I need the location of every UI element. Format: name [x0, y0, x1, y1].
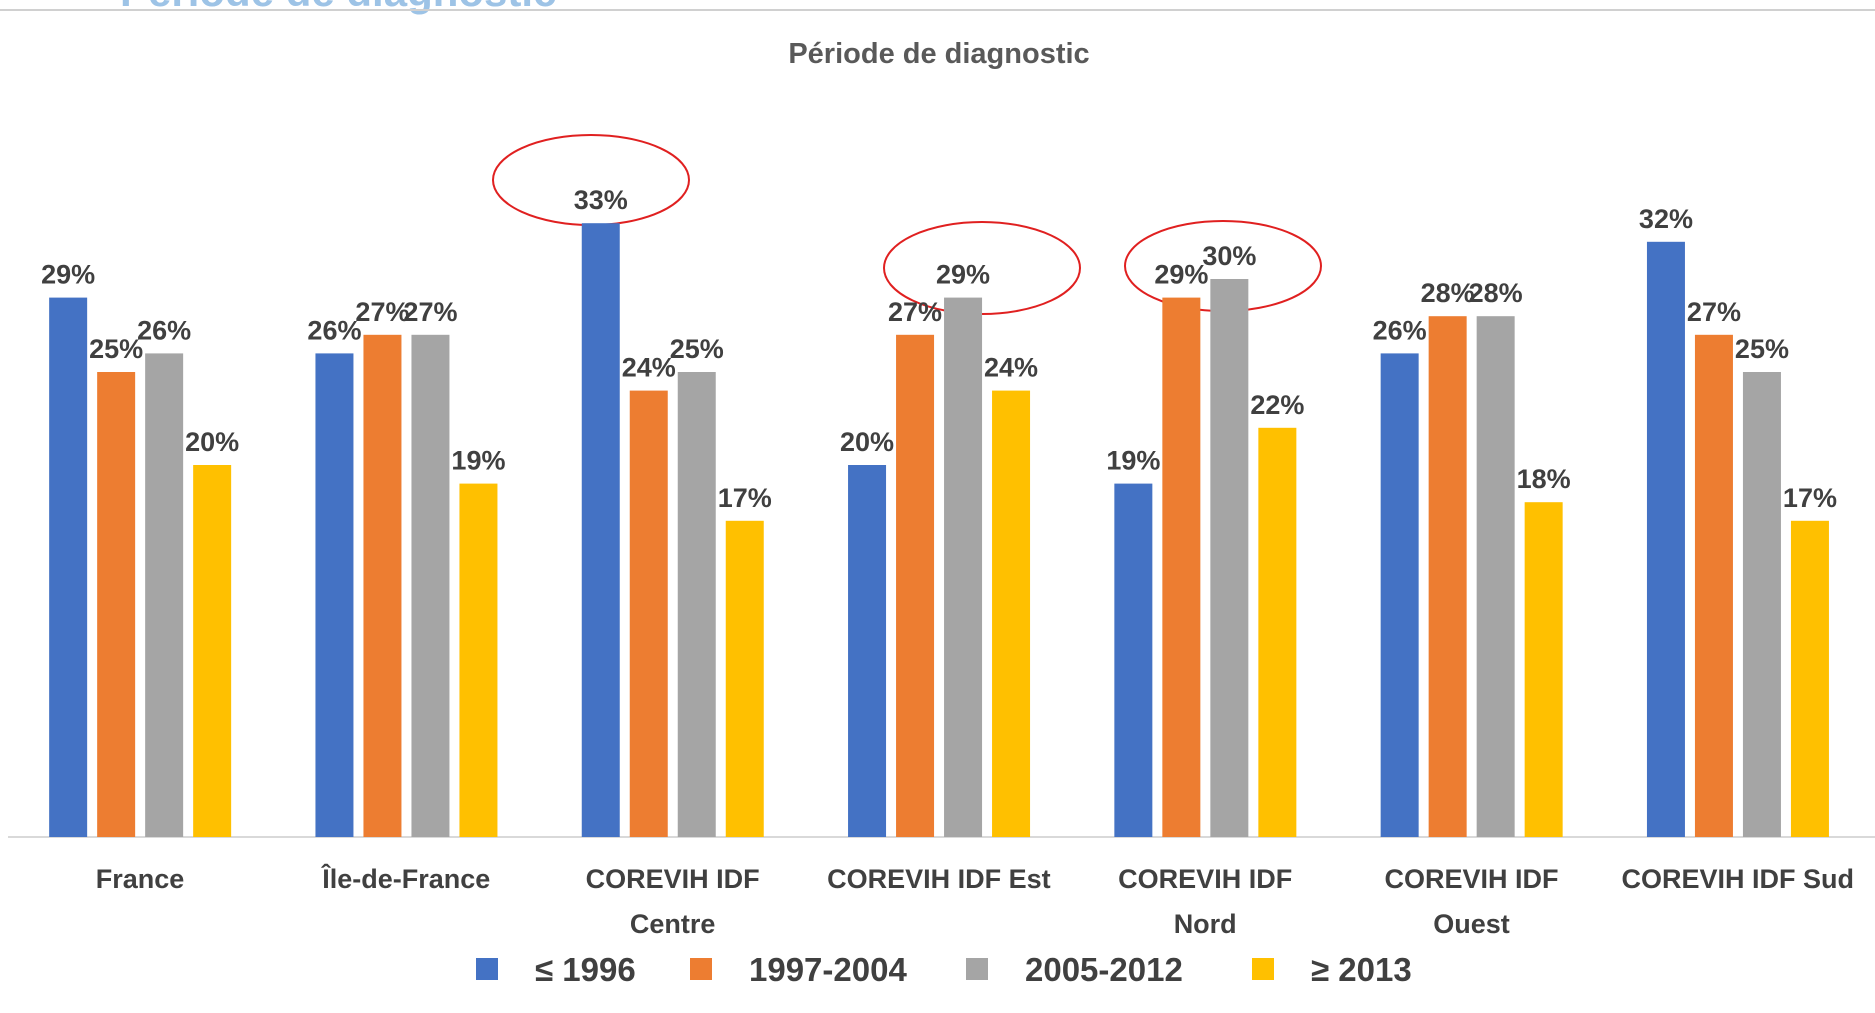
data-label: 28% — [1421, 278, 1475, 308]
data-label: 25% — [89, 334, 143, 364]
data-label: 19% — [1106, 446, 1160, 476]
bar — [363, 334, 402, 837]
bar — [677, 372, 716, 837]
data-label: 26% — [137, 315, 191, 345]
x-tick-label: COREVIH IDF Ouest — [1384, 864, 1559, 939]
bar — [97, 372, 136, 837]
data-label: 26% — [1373, 315, 1427, 345]
data-label: 22% — [1250, 390, 1304, 420]
bar — [1210, 279, 1249, 837]
bar — [193, 465, 232, 837]
x-tick-label: COREVIH IDF Centre — [585, 864, 760, 939]
data-label: 17% — [718, 483, 772, 513]
data-label: 32% — [1639, 204, 1693, 234]
bar — [49, 297, 88, 838]
legend-swatch — [1252, 958, 1274, 980]
legend-label: ≤ 1996 — [535, 951, 636, 988]
bar — [459, 483, 498, 837]
bar — [315, 353, 354, 837]
bar — [1114, 483, 1153, 837]
x-tick-label: COREVIH IDF Nord — [1118, 864, 1293, 939]
bar — [629, 390, 668, 837]
data-label: 24% — [984, 353, 1038, 383]
bar — [1162, 297, 1201, 838]
data-label: 27% — [403, 297, 457, 327]
data-label: 25% — [1735, 334, 1789, 364]
bar — [1742, 372, 1781, 837]
bar — [1646, 241, 1685, 838]
bar — [992, 390, 1031, 837]
bar — [944, 297, 983, 838]
data-label: 18% — [1517, 464, 1571, 494]
x-tick-label: Île-de-France — [322, 864, 491, 894]
bar — [145, 353, 184, 837]
data-label: 28% — [1469, 278, 1523, 308]
chart-title: Période de diagnostic — [788, 38, 1089, 70]
data-label: 30% — [1202, 241, 1256, 271]
data-label: 29% — [936, 260, 990, 290]
data-label: 27% — [1687, 297, 1741, 327]
x-tick-label: France — [95, 864, 185, 894]
data-label: 24% — [622, 353, 676, 383]
data-label: 33% — [574, 185, 628, 215]
bar — [1694, 334, 1733, 837]
data-label: 20% — [185, 427, 239, 457]
bar — [725, 520, 764, 837]
data-label: 29% — [41, 260, 95, 290]
data-label: 27% — [355, 297, 409, 327]
bar — [411, 334, 450, 837]
legend-label: 1997-2004 — [749, 951, 907, 988]
bar — [581, 223, 620, 837]
bar — [1258, 427, 1297, 837]
slide-title: Période de diagnostic — [120, 0, 556, 15]
x-tick-label: COREVIH IDF Sud — [1621, 864, 1855, 894]
bar — [1524, 502, 1563, 837]
bar — [1790, 520, 1829, 837]
legend-swatch — [966, 958, 988, 980]
data-label: 25% — [670, 334, 724, 364]
legend-swatch — [690, 958, 712, 980]
data-label: 17% — [1783, 483, 1837, 513]
bar — [1380, 353, 1419, 837]
legend-label: ≥ 2013 — [1311, 951, 1412, 988]
bar — [1476, 316, 1515, 837]
legend-swatch — [476, 958, 498, 980]
data-label: 19% — [451, 446, 505, 476]
data-label: 29% — [1154, 260, 1208, 290]
legend-label: 2005-2012 — [1025, 951, 1183, 988]
bar — [896, 334, 935, 837]
data-label: 20% — [840, 427, 894, 457]
data-label: 26% — [307, 315, 361, 345]
x-tick-label: COREVIH IDF Est — [827, 864, 1051, 894]
data-label: 27% — [888, 297, 942, 327]
bar — [848, 465, 887, 837]
bar — [1428, 316, 1467, 837]
